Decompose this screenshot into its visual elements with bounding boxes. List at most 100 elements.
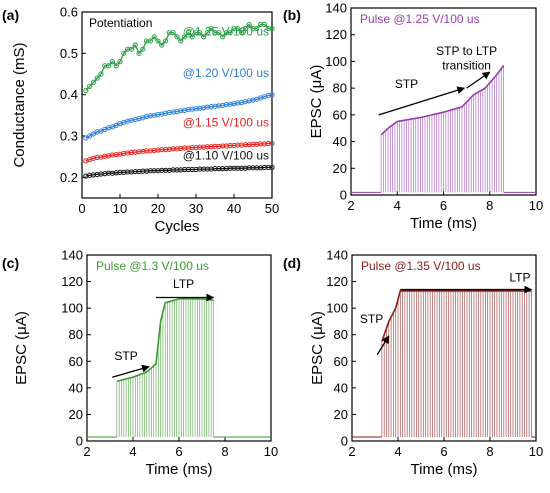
- annotation-arrow: [376, 335, 390, 355]
- data-point: [83, 135, 89, 141]
- data-point: [216, 30, 222, 36]
- data-point: [246, 21, 252, 27]
- data-point: [269, 164, 275, 171]
- panel-label: (b): [283, 7, 301, 23]
- data-point: [128, 46, 134, 52]
- x-tick-label: 4: [394, 444, 401, 459]
- y-tick-label: 0.4: [60, 87, 78, 102]
- data-point: [204, 30, 210, 36]
- data-point: [201, 34, 207, 40]
- data-point: [208, 25, 214, 32]
- data-point: [83, 87, 89, 94]
- annotation-arrow: [112, 364, 150, 378]
- chart-title: Pulse @1.3 V/100 us: [96, 259, 209, 273]
- series-label: @1.25 V/100 us: [183, 25, 269, 39]
- annotation-label: STP: [395, 77, 418, 91]
- data-point: [170, 30, 176, 36]
- plot-frame: [81, 11, 273, 199]
- data-point: [132, 42, 138, 48]
- data-point: [136, 50, 142, 56]
- y-tick-label: 20: [69, 407, 83, 422]
- data-point: [147, 38, 153, 44]
- data-point: [117, 59, 123, 65]
- series-label: @1.10 V/100 us: [183, 149, 269, 163]
- x-tick-label: 6: [175, 444, 182, 459]
- y-tick-label: 80: [334, 327, 348, 342]
- x-axis-label: Time (ms): [146, 461, 213, 478]
- data-point: [189, 34, 195, 40]
- y-tick-label: 0: [340, 188, 347, 203]
- data-point: [163, 38, 169, 44]
- y-tick-label: 60: [333, 107, 347, 122]
- data-point: [90, 131, 97, 137]
- data-point: [90, 79, 97, 85]
- chart-title: Pulse @1.25 V/100 us: [360, 12, 480, 26]
- data-point: [235, 25, 241, 32]
- pulse-envelope: [381, 290, 532, 342]
- x-tick-label: 6: [440, 198, 447, 213]
- x-tick-label: 4: [129, 444, 136, 459]
- x-tick-label: 2: [348, 444, 355, 459]
- pulse-envelope: [116, 297, 214, 382]
- data-point: [178, 38, 184, 44]
- chart-title: Pulse @1.35 V/100 us: [361, 259, 481, 273]
- x-axis-label: Cycles: [154, 218, 199, 235]
- data-point: [98, 71, 104, 77]
- annotation-label: STP to LTP: [436, 44, 497, 58]
- data-point: [269, 25, 275, 32]
- x-tick-label: 2: [83, 444, 90, 459]
- y-tick-label: 100: [325, 54, 347, 69]
- series-label: @1.20 V/100 us: [183, 66, 269, 80]
- y-axis-label: Conductance (mS): [11, 42, 28, 167]
- data-point: [94, 75, 100, 81]
- chart-title: Potentiation: [89, 16, 152, 30]
- annotation-arrow: [378, 86, 466, 116]
- y-tick-label: 0: [76, 434, 83, 449]
- data-point: [261, 21, 267, 27]
- x-tick-label: 8: [486, 444, 493, 459]
- y-tick-label: 140: [325, 1, 347, 16]
- x-tick-label: 50: [265, 201, 279, 216]
- x-tick-label: 10: [529, 198, 543, 213]
- data-point: [121, 50, 127, 56]
- y-tick-label: 40: [333, 134, 347, 149]
- x-tick-label: 2: [347, 198, 354, 213]
- series-label: @1.15 V/100 us: [183, 115, 269, 129]
- data-point: [197, 30, 203, 36]
- data-point: [109, 59, 116, 65]
- y-tick-label: 140: [326, 248, 348, 263]
- panel-label: (a): [2, 7, 19, 23]
- data-point: [113, 63, 119, 69]
- y-tick-label: 20: [334, 407, 348, 422]
- x-tick-label: 10: [264, 444, 278, 459]
- y-tick-label: 40: [334, 380, 348, 395]
- annotation-arrow: [466, 71, 491, 89]
- panel-a: (a) 0 10 20 30 40 50 0.2 0.3 0.4 0.5 0.6 Cycles Condu…: [2, 5, 279, 236]
- y-tick-label: 100: [326, 301, 348, 316]
- x-tick-label: 6: [440, 444, 447, 459]
- annotation-label: STP: [114, 349, 137, 363]
- y-tick-label: 80: [333, 81, 347, 96]
- y-tick-label: 60: [69, 354, 83, 369]
- x-tick-label: 8: [486, 198, 493, 213]
- series-line: [85, 23, 272, 91]
- y-axis-label: EPSC (μA): [309, 311, 326, 385]
- data-point: [140, 46, 146, 52]
- y-tick-label: 60: [334, 354, 348, 369]
- y-tick-label: 0: [341, 434, 348, 449]
- x-tick-label: 20: [151, 201, 165, 216]
- y-tick-label: 0.6: [60, 5, 78, 20]
- panel-label: (c): [2, 255, 19, 271]
- y-axis-label: EPSC (μA): [13, 311, 30, 385]
- x-axis-label: Time (ms): [411, 461, 478, 478]
- x-axis-label: Time (ms): [410, 215, 477, 232]
- annotation-label: transition: [442, 58, 491, 72]
- annotation-label: LTP: [173, 277, 194, 291]
- data-point: [159, 42, 165, 48]
- y-tick-label: 80: [69, 327, 83, 342]
- data-point: [220, 34, 226, 40]
- y-tick-label: 100: [61, 301, 83, 316]
